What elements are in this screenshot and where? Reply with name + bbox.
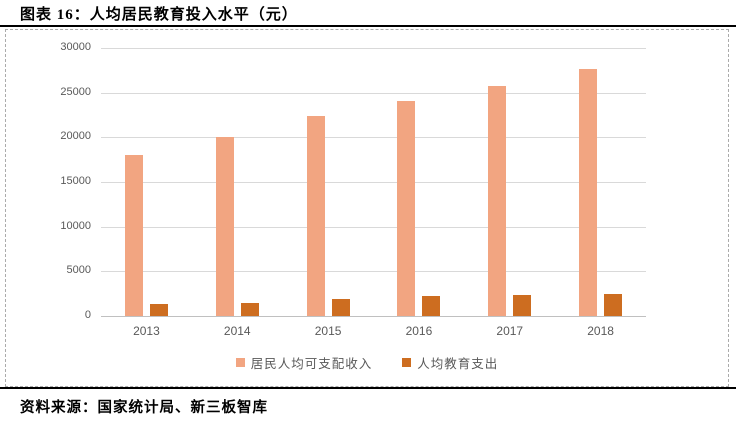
bar-居民人均可支配收入-2015 xyxy=(306,115,325,316)
bar-人均教育支出-2013 xyxy=(149,304,168,316)
legend-item: 人均教育支出 xyxy=(402,353,498,372)
x-axis-tick-label: 2017 xyxy=(496,324,524,338)
bar-group-2013 xyxy=(101,48,192,316)
bar-人均教育支出-2017 xyxy=(513,294,532,316)
bar-人均教育支出-2018 xyxy=(604,293,623,316)
y-axis-tick-label: 25000 xyxy=(60,85,91,98)
legend-swatch-icon xyxy=(402,358,412,367)
title-divider-line xyxy=(0,25,736,27)
legend-label: 人均教育支出 xyxy=(417,357,499,371)
bar-居民人均可支配收入-2017 xyxy=(488,85,507,316)
x-axis-tick-label: 2018 xyxy=(587,324,614,338)
bar-group-2015 xyxy=(283,48,374,316)
gridline-5000 xyxy=(101,271,646,273)
legend-item: 居民人均可支配收入 xyxy=(235,353,373,372)
bar-居民人均可支配收入-2014 xyxy=(215,137,234,316)
bar-居民人均可支配收入-2016 xyxy=(397,100,416,316)
x-axis-baseline xyxy=(101,316,646,317)
y-axis-tick-label: 30000 xyxy=(60,41,91,53)
y-axis-tick-label: 0 xyxy=(84,309,91,321)
chart-container: 0 5000 10000 15000 20000 25000 30000 2013 2014 20… xyxy=(5,29,729,387)
bottom-divider-line xyxy=(0,387,736,389)
y-axis-tick-label: 5000 xyxy=(66,264,91,277)
gridline-30000 xyxy=(101,48,646,49)
bar-居民人均可支配收入-2013 xyxy=(124,155,143,316)
bar-group-2017 xyxy=(464,48,555,316)
legend-label: 居民人均可支配收入 xyxy=(250,357,373,371)
y-axis-tick-label: 10000 xyxy=(60,219,91,232)
x-axis-tick-label: 2016 xyxy=(405,324,433,338)
chart-title: 图表 16：人均居民教育投入水平（元） xyxy=(20,7,298,23)
plot-area: 0 5000 10000 15000 20000 25000 30000 2013 2014 20… xyxy=(60,41,646,338)
gridline-10000 xyxy=(101,226,646,228)
bar-group-2018 xyxy=(555,48,646,316)
gridline-25000 xyxy=(101,92,646,94)
gridline-15000 xyxy=(101,182,646,183)
x-axis-tick-label: 2015 xyxy=(314,324,342,338)
x-axis-tick-label: 2013 xyxy=(133,324,160,338)
bar-人均教育支出-2016 xyxy=(422,296,441,316)
bar-居民人均可支配收入-2018 xyxy=(579,68,598,316)
y-axis-tick-label: 20000 xyxy=(60,130,91,143)
gridline-20000 xyxy=(101,137,646,139)
bar-人均教育支出-2015 xyxy=(331,299,350,316)
y-axis-tick-label: 15000 xyxy=(60,175,91,187)
chart-legend: 居民人均可支配收入 人均教育支出 xyxy=(6,353,728,372)
legend-swatch-icon xyxy=(235,358,245,367)
bar-group-2016 xyxy=(374,48,465,316)
x-axis-tick-label: 2014 xyxy=(223,324,251,338)
source-note: 资料来源：国家统计局、新三板智库 xyxy=(20,400,268,416)
bar-group-2014 xyxy=(192,48,283,316)
bar-人均教育支出-2014 xyxy=(240,302,259,316)
